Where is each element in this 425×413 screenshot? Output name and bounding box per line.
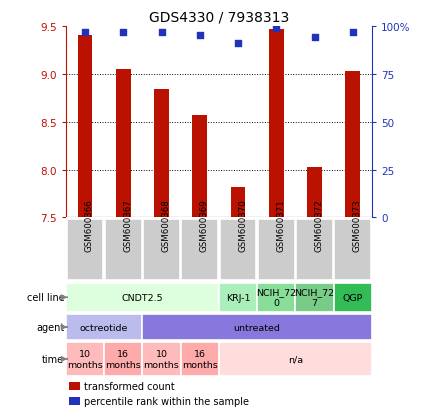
FancyBboxPatch shape xyxy=(142,342,181,376)
FancyBboxPatch shape xyxy=(220,219,256,280)
Text: agent: agent xyxy=(36,322,64,332)
Point xyxy=(349,29,356,36)
FancyBboxPatch shape xyxy=(258,219,295,280)
FancyBboxPatch shape xyxy=(66,283,219,312)
Text: NCIH_72
7: NCIH_72 7 xyxy=(295,288,334,307)
Bar xyxy=(116,70,130,218)
FancyBboxPatch shape xyxy=(181,219,218,280)
Title: GDS4330 / 7938313: GDS4330 / 7938313 xyxy=(149,10,289,24)
Bar xyxy=(307,167,322,218)
Point xyxy=(158,29,165,36)
Bar xyxy=(346,72,360,218)
FancyBboxPatch shape xyxy=(105,219,142,280)
Bar xyxy=(193,116,207,218)
Bar xyxy=(269,30,283,218)
Text: KRJ-1: KRJ-1 xyxy=(226,293,250,302)
Text: CNDT2.5: CNDT2.5 xyxy=(122,293,163,302)
FancyBboxPatch shape xyxy=(143,219,180,280)
FancyBboxPatch shape xyxy=(257,283,295,312)
Text: n/a: n/a xyxy=(288,355,303,363)
FancyBboxPatch shape xyxy=(295,283,334,312)
FancyBboxPatch shape xyxy=(66,315,142,340)
Text: NCIH_72
0: NCIH_72 0 xyxy=(256,288,296,307)
Bar xyxy=(231,188,245,218)
FancyBboxPatch shape xyxy=(66,342,104,376)
Text: GSM600366: GSM600366 xyxy=(85,199,94,252)
Point xyxy=(82,29,88,36)
Text: untreated: untreated xyxy=(234,323,280,332)
FancyBboxPatch shape xyxy=(67,219,103,280)
Text: GSM600369: GSM600369 xyxy=(200,199,209,252)
Bar xyxy=(78,36,92,218)
FancyBboxPatch shape xyxy=(219,283,257,312)
Text: GSM600367: GSM600367 xyxy=(123,199,132,252)
Point xyxy=(311,35,318,42)
Text: 10
months: 10 months xyxy=(67,349,103,369)
Text: transformed count: transformed count xyxy=(84,381,175,391)
Text: cell line: cell line xyxy=(27,292,64,302)
FancyBboxPatch shape xyxy=(296,219,333,280)
FancyBboxPatch shape xyxy=(181,342,219,376)
Text: GSM600372: GSM600372 xyxy=(314,199,323,252)
Point xyxy=(120,29,127,36)
Point xyxy=(273,26,280,32)
Text: GSM600373: GSM600373 xyxy=(353,199,362,252)
Text: QGP: QGP xyxy=(343,293,363,302)
Text: GSM600371: GSM600371 xyxy=(276,199,285,252)
Text: 10
months: 10 months xyxy=(144,349,179,369)
Text: time: time xyxy=(42,354,64,364)
FancyBboxPatch shape xyxy=(219,342,372,376)
Text: 16
months: 16 months xyxy=(182,349,218,369)
Bar xyxy=(154,90,169,218)
Text: percentile rank within the sample: percentile rank within the sample xyxy=(84,396,249,406)
FancyBboxPatch shape xyxy=(104,342,142,376)
FancyBboxPatch shape xyxy=(334,283,372,312)
Bar xyxy=(69,397,79,405)
Point xyxy=(196,33,203,40)
Text: octreotide: octreotide xyxy=(80,323,128,332)
Bar xyxy=(69,382,79,389)
Text: 16
months: 16 months xyxy=(105,349,141,369)
FancyBboxPatch shape xyxy=(334,219,371,280)
Text: GSM600370: GSM600370 xyxy=(238,199,247,252)
Text: GSM600368: GSM600368 xyxy=(162,199,170,252)
Point xyxy=(235,41,241,47)
FancyBboxPatch shape xyxy=(142,315,372,340)
